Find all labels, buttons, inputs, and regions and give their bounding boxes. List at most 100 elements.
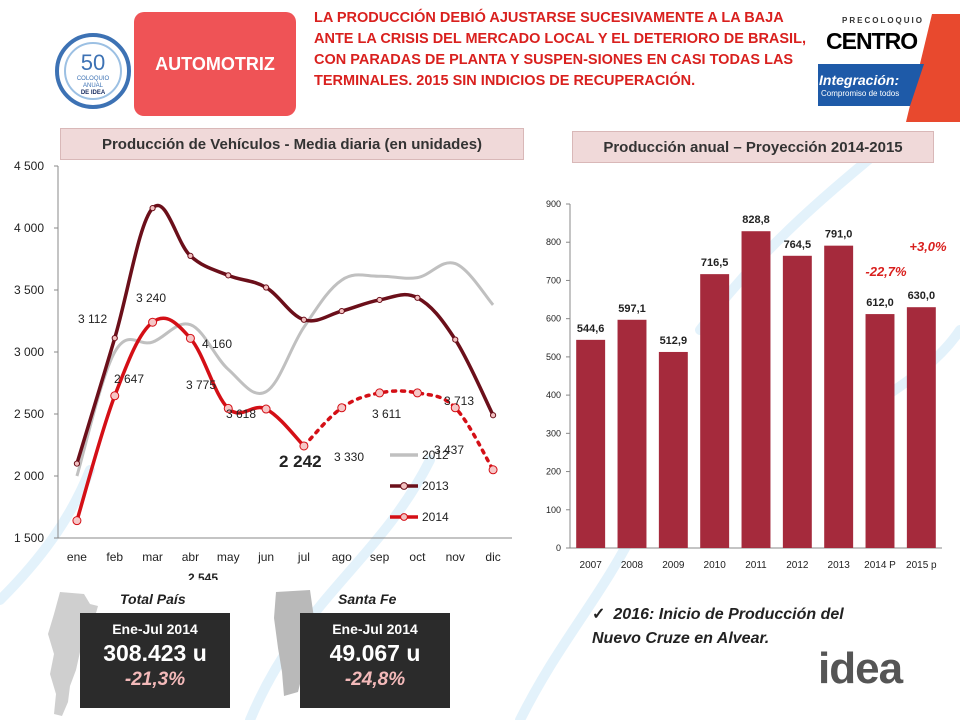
bar-value-label: 716,5 (701, 257, 729, 269)
bar-2012 (782, 255, 812, 548)
bar-value-label: 597,1 (618, 303, 646, 315)
santa-fe-change: -24,8% (344, 669, 406, 690)
y-tick-label: 700 (546, 275, 561, 285)
total-pais-change: -21,3% (124, 669, 186, 690)
bar-chart: 0 100 200 300 400 500 600 700 800 900 544,6 2007 597… (546, 199, 947, 571)
data-point-2013 (452, 336, 459, 343)
total-pais-title: Total País (120, 591, 186, 607)
y-tick-label: 4 000 (14, 221, 44, 235)
x-tick-label: 2013 (828, 560, 851, 571)
x-tick-label: 2015 p (906, 560, 937, 571)
bar-value-label: 544,6 (577, 323, 605, 335)
bar-2011 (741, 231, 771, 548)
data-point-2013 (489, 412, 497, 419)
sponsor-subtagline: Compromiso de todos (821, 89, 900, 98)
data-point-2013 (262, 284, 270, 291)
data-point-2014 (299, 441, 309, 451)
data-point-2014 (337, 403, 347, 413)
y-tick-label: 600 (546, 314, 561, 324)
x-tick-label: ago (332, 550, 352, 564)
data-point-2014 (488, 465, 498, 475)
y-tick-label: 400 (546, 390, 561, 400)
x-tick-label: ene (67, 550, 87, 564)
coloquio-logo: 50 COLOQUIO ANUAL DE IDEA (55, 33, 131, 109)
data-point-2013 (225, 272, 232, 279)
bar-value-label: 764,5 (784, 239, 812, 251)
data-label: 2 647 (114, 372, 144, 386)
data-point-2014 (223, 403, 233, 413)
bar-chart-title: Producción anual – Proyección 2014-2015 (572, 131, 934, 163)
bar-2009 (658, 351, 688, 548)
data-point-2014 (72, 516, 82, 526)
data-label: 4 160 (202, 337, 232, 351)
data-point-2013 (414, 294, 421, 301)
y-tick-label: 3 000 (14, 345, 44, 359)
bar-2008 (617, 319, 647, 548)
data-label: 3 112 (78, 312, 107, 326)
data-label: 3 240 (136, 291, 166, 305)
bar-2010 (700, 274, 730, 548)
legend-label-2012: 2012 (422, 448, 449, 462)
santa-fe-title: Santa Fe (338, 591, 397, 607)
x-tick-label: 2012 (786, 560, 809, 571)
y-tick-label: 1 500 (14, 531, 44, 545)
idea-logo: idea (818, 644, 903, 693)
x-tick-label: oct (409, 550, 426, 564)
annotation-2015: +3,0% (909, 239, 947, 254)
data-point-2013 (149, 205, 156, 212)
santa-fe-period: Ene-Jul 2014 (332, 621, 418, 637)
bar-2013 (824, 245, 854, 548)
santa-fe-value: 49.067 u (329, 640, 421, 666)
total-pais-value: 308.423 u (103, 640, 207, 666)
y-tick-label: 0 (556, 543, 561, 553)
total-pais-period: Ene-Jul 2014 (112, 621, 198, 637)
x-tick-label: 2008 (621, 560, 644, 571)
production-note: ✓ 2016: Inicio de Producción del Nuevo Cr… (592, 603, 882, 651)
data-point-2014 (261, 404, 271, 414)
y-tick-label: 200 (546, 467, 561, 477)
production-note-text: 2016: Inicio de Producción del Nuevo Cru… (592, 606, 844, 647)
x-tick-label: 2014 P (864, 560, 896, 571)
bar-value-label: 512,9 (660, 335, 688, 347)
legend-label-2013: 2013 (422, 479, 449, 493)
data-label: 2 242 (279, 452, 322, 471)
data-point-2014 (110, 391, 120, 401)
check-icon: ✓ (592, 606, 606, 623)
y-tick-label: 100 (546, 505, 561, 515)
x-tick-label: jul (297, 550, 310, 564)
bar-value-label: 791,0 (825, 229, 853, 241)
legend-label-2014: 2014 (422, 510, 449, 524)
sector-badge: AUTOMOTRIZ (134, 12, 296, 116)
headline: LA PRODUCCIÓN DEBIÓ AJUSTARSE SUCESIVAME… (314, 10, 806, 89)
data-point-2013 (300, 316, 308, 323)
x-tick-label: may (217, 550, 240, 564)
sponsor-logo (818, 14, 960, 122)
x-tick-label: feb (106, 550, 123, 564)
data-point-2013 (376, 296, 383, 304)
data-point-2013 (338, 307, 345, 315)
y-tick-label: 800 (546, 237, 561, 247)
total-pais-box: Ene-Jul 2014 308.423 u -21,3% (80, 613, 230, 708)
series-line-2012 (75, 261, 495, 477)
bar-value-label: 612,0 (866, 297, 894, 309)
x-tick-label: mar (142, 550, 163, 564)
bar-2007 (576, 339, 606, 548)
series-projection-2014 (302, 389, 495, 472)
line-chart-title: Producción de Vehículos - Media diaria (… (60, 128, 524, 160)
data-point-2014 (185, 333, 195, 343)
data-label: 3 618 (226, 407, 256, 421)
y-tick-label: 900 (546, 199, 561, 209)
data-label: 3 437 (434, 443, 464, 457)
sponsor-name: CENTRO (826, 28, 918, 54)
y-tick-label: 4 500 (14, 160, 44, 173)
legend-marker-2013 (400, 482, 408, 490)
x-tick-label: nov (446, 550, 465, 564)
svg-text:DE IDEA: DE IDEA (81, 90, 106, 96)
santa-fe-box: Ene-Jul 2014 49.067 u -24,8% (300, 613, 450, 708)
svg-text:COLOQUIO: COLOQUIO (77, 76, 110, 82)
sponsor-top-text: PRECOLOQUIO (842, 16, 925, 25)
x-tick-label: dic (485, 550, 500, 564)
sponsor-tagline: Integración: (819, 72, 900, 88)
data-point-2013 (73, 460, 81, 467)
legend-marker-2014 (400, 513, 408, 521)
